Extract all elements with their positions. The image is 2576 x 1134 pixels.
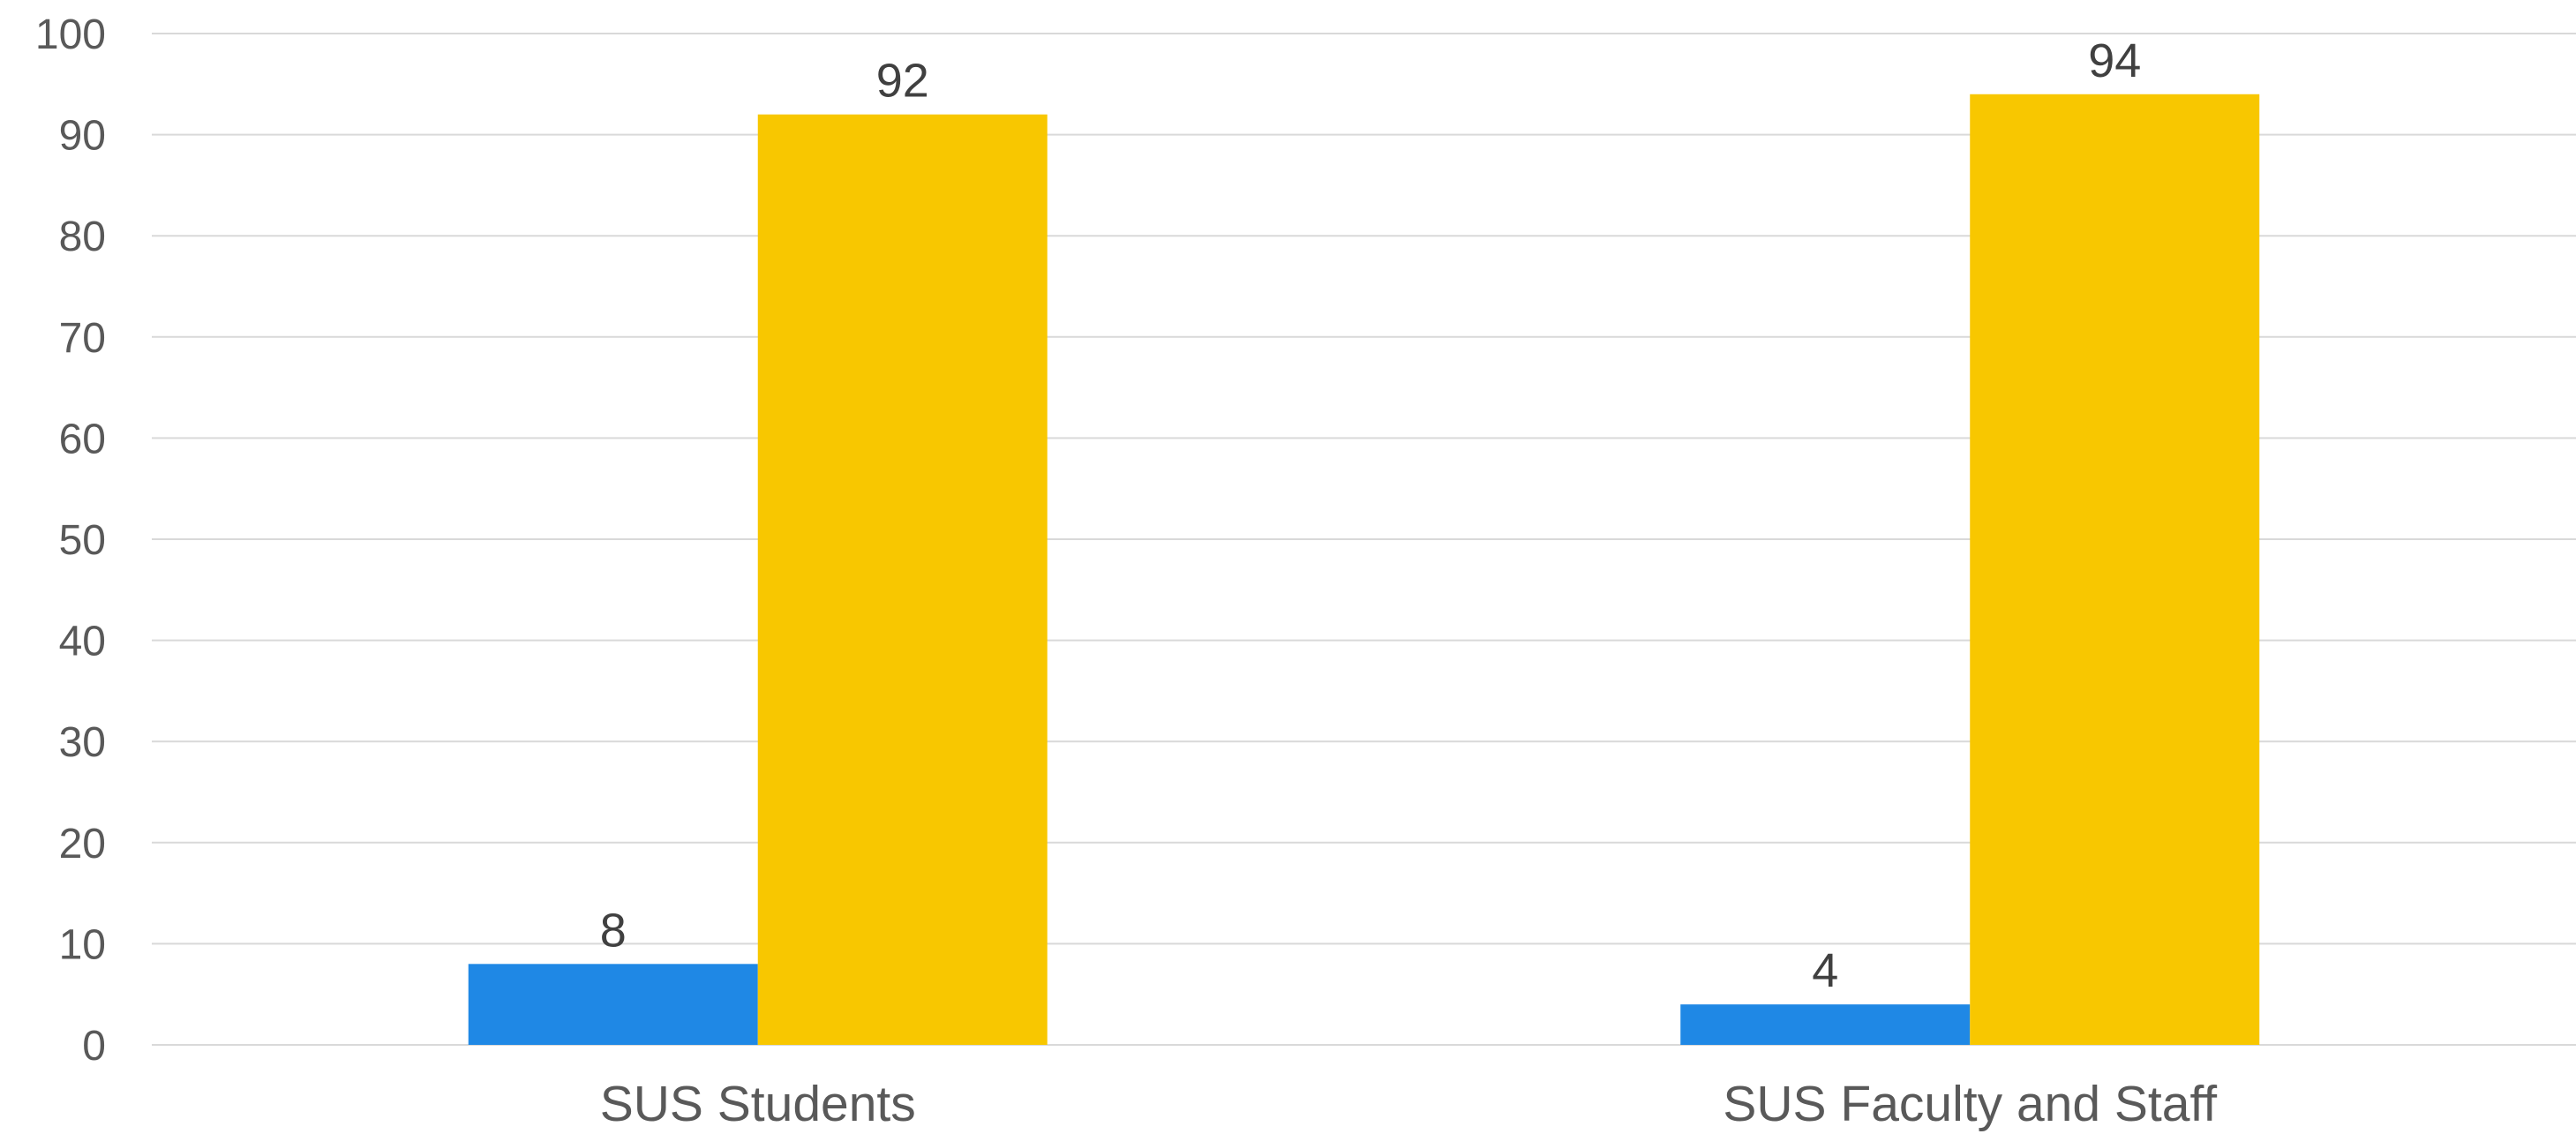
y-tick-label: 60 [59,416,106,462]
bar [1970,94,2260,1045]
y-axis-ticks: 0 10 20 30 40 50 60 70 80 90 100 [35,11,106,1070]
category-label: SUS Faculty and Staff [1723,1076,2217,1132]
y-tick-label: 80 [59,214,106,260]
y-tick-label: 90 [59,113,106,160]
bar [757,114,1048,1046]
bar [1680,1004,1971,1045]
data-label: 94 [2088,34,2141,87]
y-tick-label: 10 [59,921,106,968]
y-tick-label: 30 [59,719,106,766]
y-tick-label: 70 [59,315,106,362]
y-tick-label: 0 [82,1023,106,1070]
y-tick-label: 100 [35,11,106,58]
x-axis-categories: SUS Students SUS Faculty and Staff [600,1076,2218,1132]
y-tick-label: 40 [59,619,106,665]
data-label: 8 [600,904,627,957]
y-tick-label: 50 [59,517,106,564]
bar [468,964,758,1045]
category-label: SUS Students [600,1076,916,1132]
data-labels: 8 92 4 94 [600,34,2142,997]
bars [468,94,2260,1046]
data-label: 4 [1812,944,1838,997]
data-label: 92 [876,55,929,108]
y-tick-label: 20 [59,821,106,867]
